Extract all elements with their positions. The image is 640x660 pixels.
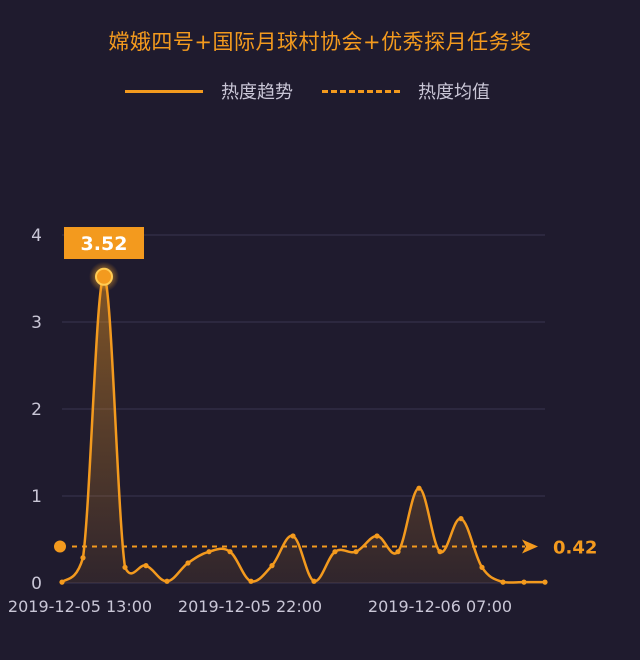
max-label-box [64,227,144,259]
trend-point-20 [479,564,485,570]
y-tick-label-4: 4 [31,226,42,246]
trend-point-8 [227,549,233,555]
max-point [95,267,113,286]
trend-point-23 [542,579,548,585]
trend-point-16 [395,549,401,555]
trend-point-1 [80,555,86,561]
chart-title: 嫦娥四号+国际月球村协会+优秀探月任务奖 [108,30,532,54]
trend-point-17 [416,485,422,491]
trend-point-0 [59,579,65,585]
trend-point-11 [290,533,296,539]
legend-label-trend: 热度趋势 [221,82,293,103]
x-tick-label-0: 2019-12-05 13:00 [8,597,152,616]
trend-point-13 [332,549,338,555]
x-tick-label-2: 2019-12-06 07:00 [368,597,512,616]
legend-item-mean[interactable]: 热度均值 [322,78,490,104]
trend-point-15 [374,533,380,539]
trend-area [62,276,545,583]
max-label: 3.52 [81,233,128,255]
trend-point-4 [143,563,149,569]
trend-point-18 [437,549,443,555]
trend-point-21 [500,579,506,585]
legend-label-mean: 热度均值 [418,82,490,103]
y-tick-label-1: 1 [31,487,42,507]
trend-point-5 [164,578,170,584]
x-tick-label-1: 2019-12-05 22:00 [178,597,322,616]
mean-arrow [522,539,538,554]
trend-point-7 [206,549,212,555]
legend-item-trend[interactable]: 热度趋势 [125,78,293,104]
trend-point-14 [353,549,359,555]
trend-line [61,275,545,584]
trend-point-12 [311,578,317,584]
mean-start-dot [54,540,66,553]
trend-point-3 [122,564,128,570]
y-tick-label-3: 3 [31,313,42,333]
trend-point-19 [458,516,464,522]
y-tick-label-2: 2 [31,400,42,420]
trend-point-9 [248,578,254,584]
legend: 热度趋势 热度均值 [0,78,640,104]
legend-swatch-trend [125,89,203,93]
trend-point-6 [185,560,191,566]
trend-point-10 [269,563,275,569]
y-tick-label-0: 0 [31,574,42,594]
mean-label: 0.42 [553,537,597,558]
trend-point-22 [521,579,527,585]
legend-swatch-mean [322,89,400,93]
